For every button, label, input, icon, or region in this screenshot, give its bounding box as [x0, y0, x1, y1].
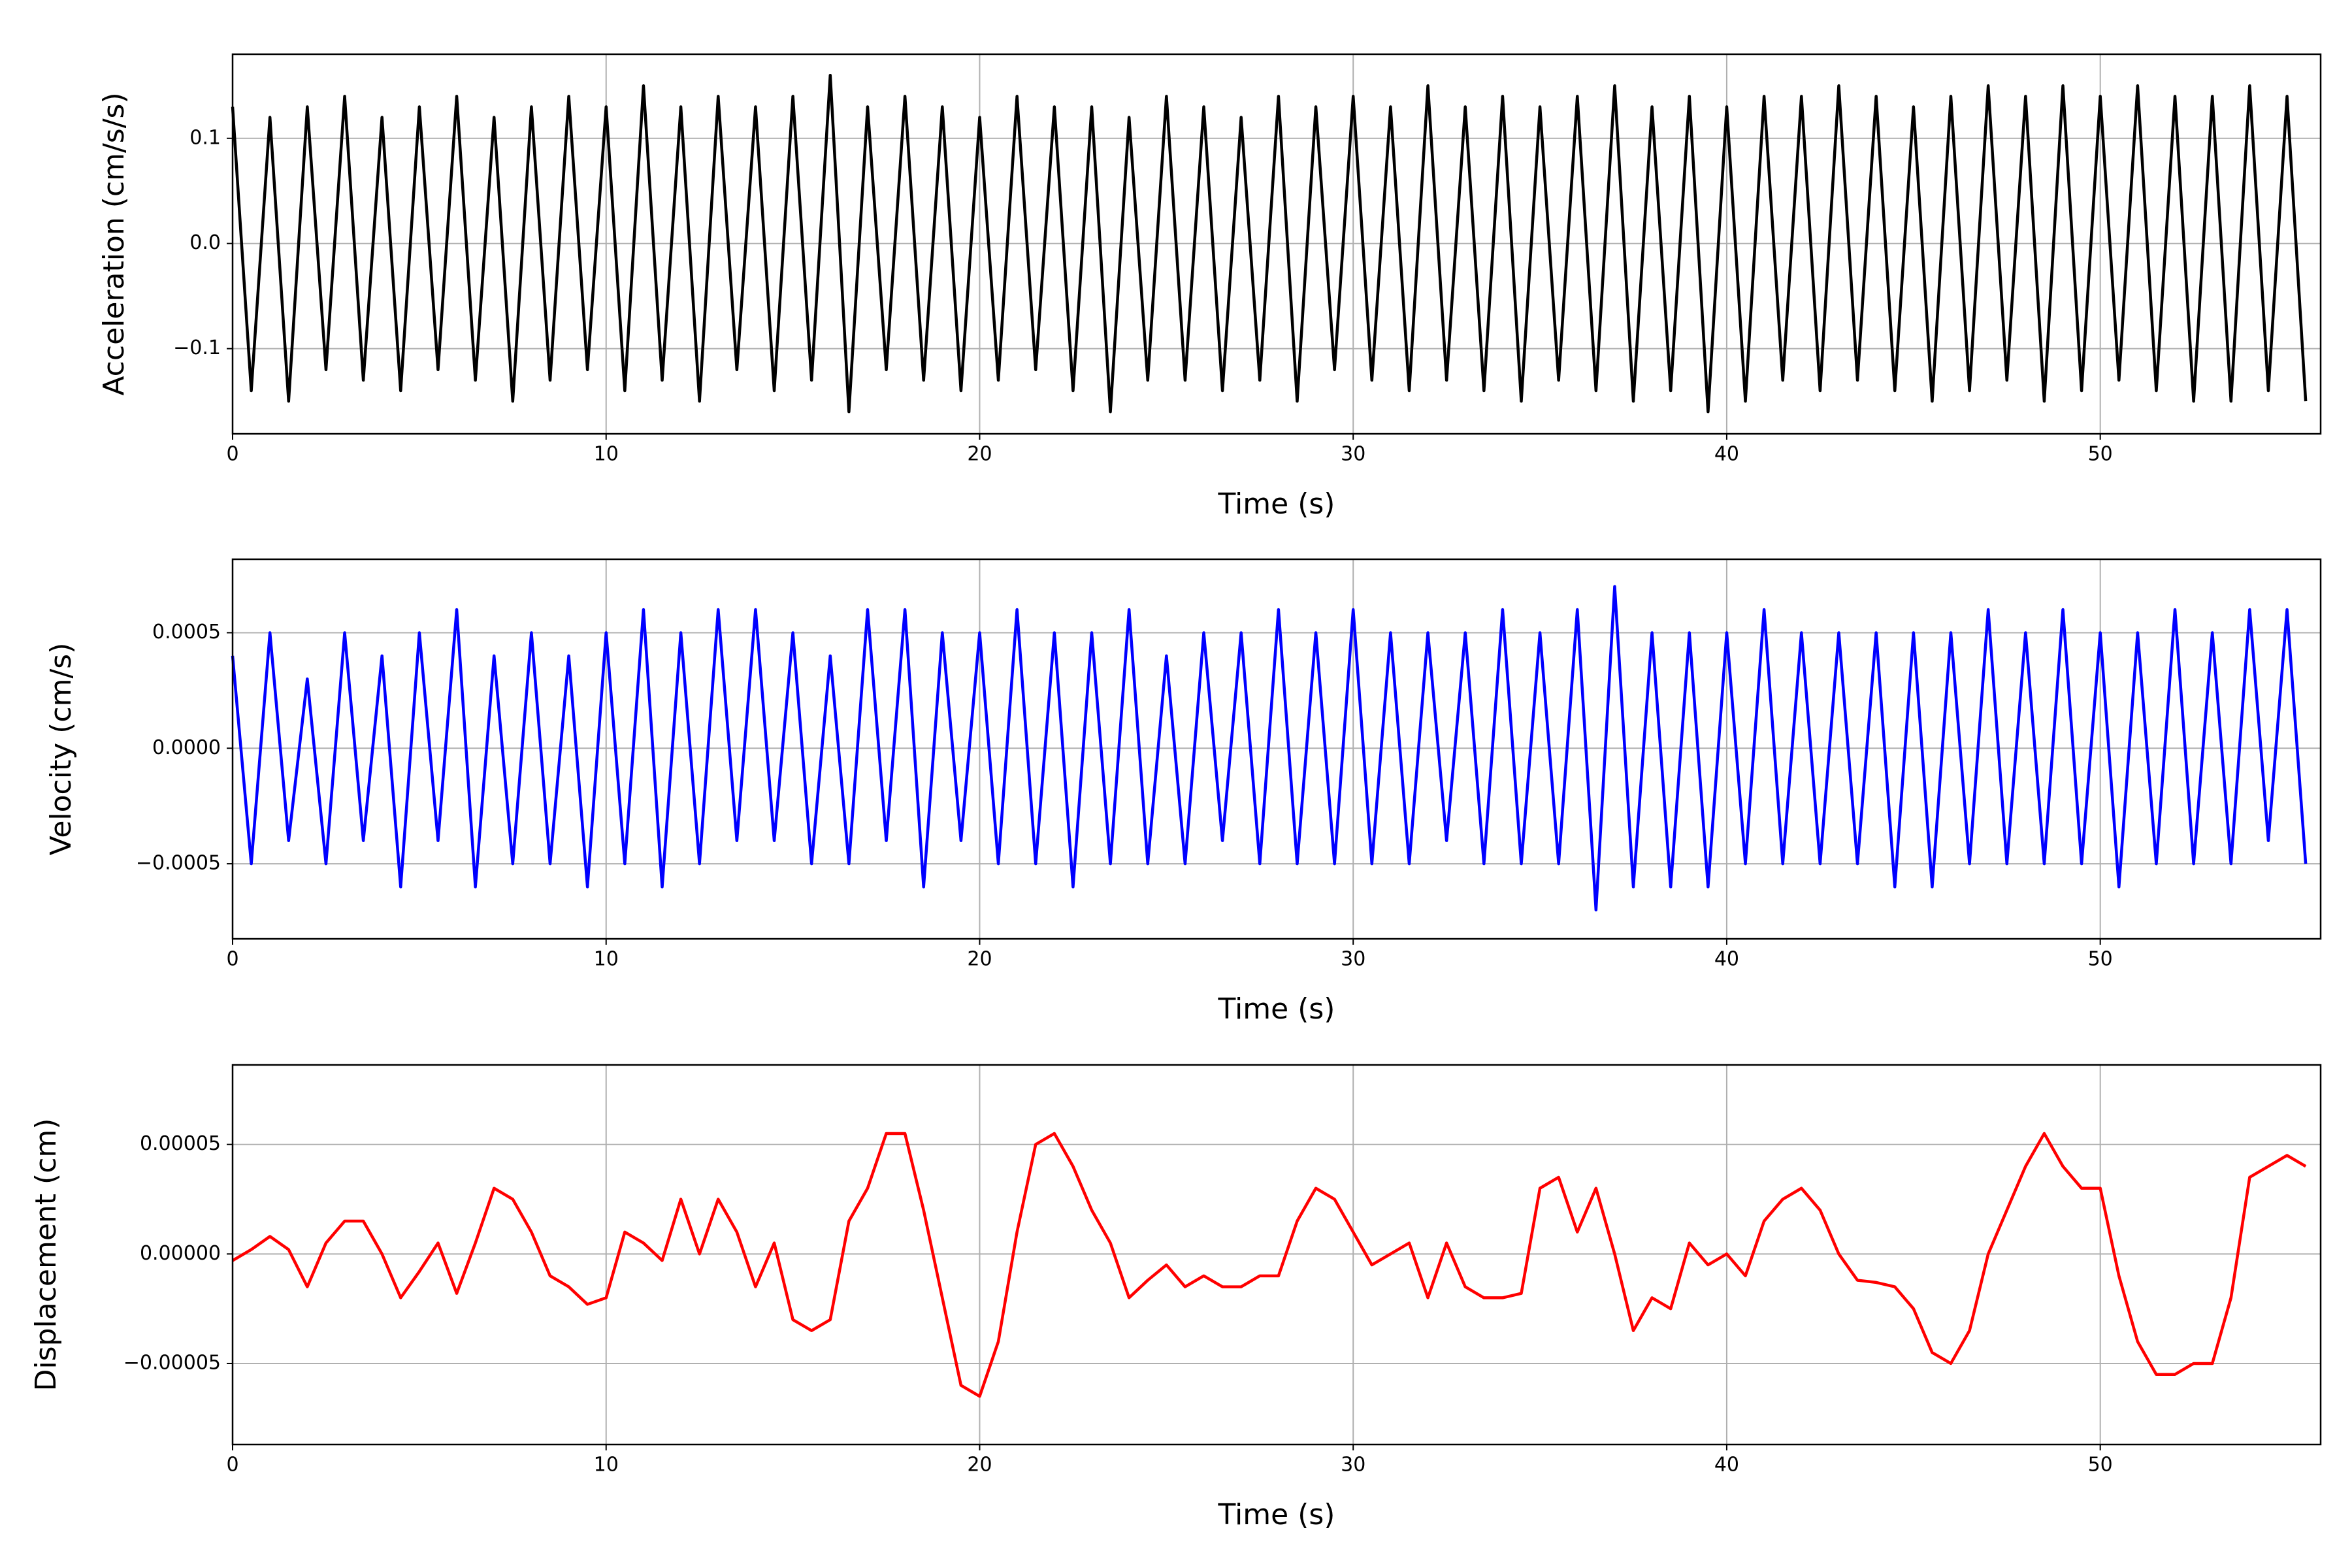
x-tick-label: 50	[2088, 443, 2113, 466]
x-tick-label: 40	[1714, 443, 1739, 466]
x-tick-label: 40	[1714, 948, 1739, 971]
x-tick-label: 10	[594, 443, 619, 466]
y-tick-label: 0.1	[189, 126, 221, 149]
data-line	[231, 1132, 2307, 1398]
plot-frame	[231, 558, 2322, 940]
plot-frame	[231, 53, 2322, 435]
y-tick-label: 0.00000	[140, 1242, 221, 1265]
x-tick-label: 0	[226, 1454, 238, 1477]
y-tick-label: −0.00005	[123, 1351, 221, 1374]
x-tick-label: 40	[1714, 1454, 1739, 1477]
data-line	[231, 73, 2308, 414]
x-tick-label: 30	[1341, 948, 1365, 971]
x-tick-label: 30	[1341, 443, 1365, 466]
data-line	[231, 585, 2308, 912]
x-axis-label: Time (s)	[1218, 992, 1335, 1026]
chart-panel: 0 10 20 30 40 50 −0.1 0.0 0.1 Time (s) Acceleratio…	[97, 53, 2322, 521]
x-tick-label: 20	[967, 443, 992, 466]
chart-panel: 0 10 20 30 40 50 −0.0005 0.0000 0.0005 Time (s) Ve…	[44, 558, 2322, 1026]
y-axis-label: Displacement (cm)	[29, 1119, 63, 1392]
x-tick-label: 50	[2088, 948, 2113, 971]
y-tick-label: 0.0	[189, 231, 221, 254]
x-tick-label: 0	[226, 948, 238, 971]
y-tick-label: 0.00005	[140, 1132, 221, 1155]
y-tick-label: 0.0000	[152, 736, 221, 759]
x-tick-label: 50	[2088, 1454, 2113, 1477]
y-axis-label: Velocity (cm/s)	[44, 643, 78, 856]
x-tick-label: 10	[594, 1454, 619, 1477]
x-tick-label: 30	[1341, 1454, 1365, 1477]
x-tick-label: 0	[226, 443, 238, 466]
y-axis-label: Acceleration (cm/s/s)	[97, 92, 131, 395]
plot-frame	[231, 1064, 2322, 1446]
x-tick-label: 10	[594, 948, 619, 971]
chart-panel: 0 10 20 30 40 50 −0.00005 0.00000 0.00005 Time (s…	[29, 1064, 2322, 1531]
x-axis-label: Time (s)	[1218, 1498, 1335, 1531]
y-tick-label: 0.0005	[152, 621, 221, 644]
y-tick-label: −0.1	[173, 336, 221, 359]
x-tick-label: 20	[967, 1454, 992, 1477]
y-tick-label: −0.0005	[136, 852, 221, 875]
x-tick-label: 20	[967, 948, 992, 971]
x-axis-label: Time (s)	[1218, 487, 1335, 521]
